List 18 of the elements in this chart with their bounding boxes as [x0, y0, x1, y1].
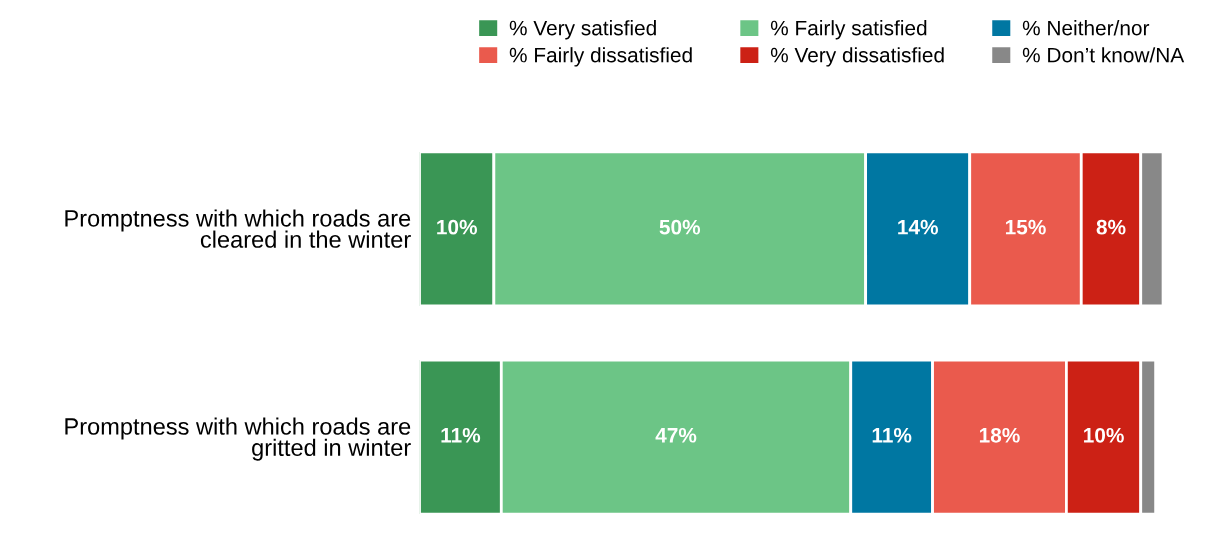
- legend-label: % Fairly satisfied: [770, 20, 927, 40]
- legend-label: % Fairly dissatisfied: [509, 47, 692, 67]
- data-label: 10%: [437, 219, 477, 235]
- data-label: 47%: [655, 427, 697, 443]
- data-label: 10%: [1084, 427, 1124, 443]
- y-tick-label: Promptness with which roads are gritted in winter: [65, 417, 411, 461]
- legend-label: % Neither/nor: [1022, 20, 1150, 36]
- data-label: 18%: [979, 427, 1020, 443]
- data-label: 50%: [659, 219, 701, 235]
- legend-label: % Very dissatisfied: [770, 47, 944, 67]
- y-tick-label: Promptness with which roads are cleared in the winter: [65, 209, 411, 248]
- legend-label: % Don’t know/NA: [1022, 47, 1185, 63]
- data-label: 15%: [1005, 219, 1046, 235]
- data-label: 11%: [441, 427, 481, 443]
- legend-label: % Very satisfied: [509, 20, 656, 40]
- data-label: 8%: [1096, 219, 1126, 235]
- data-label: 14%: [898, 219, 938, 235]
- data-label: 11%: [872, 427, 912, 443]
